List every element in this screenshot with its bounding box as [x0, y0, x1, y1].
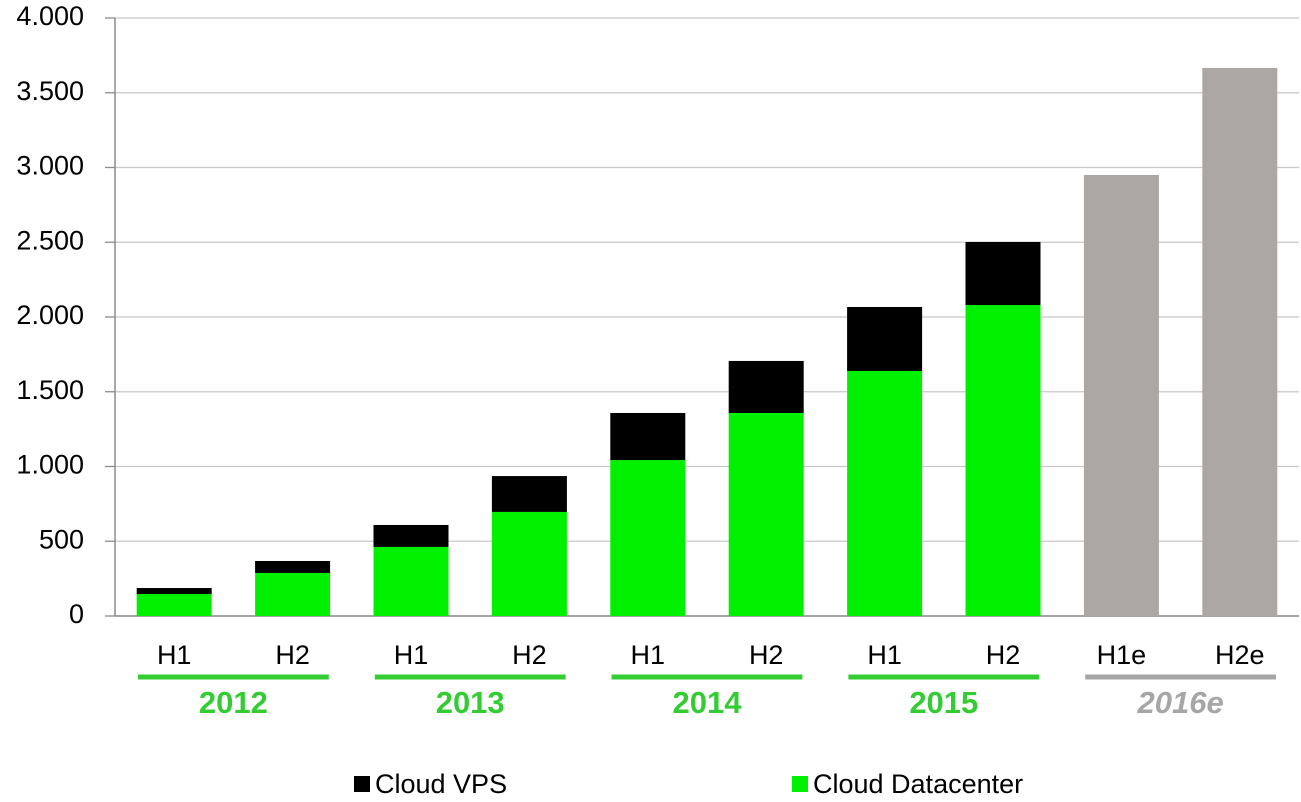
bar-segment: [491, 511, 567, 616]
y-tick-label: 2.500: [16, 225, 84, 255]
bar-segment: [728, 412, 804, 616]
y-tick-label: 1.500: [16, 375, 84, 405]
legend-label: Cloud Datacenter: [813, 769, 1023, 799]
x-tick-label: H2: [986, 640, 1021, 670]
bar-segment: [491, 476, 567, 512]
x-tick-label: H2: [275, 640, 310, 670]
bar-segment: [965, 241, 1041, 306]
bar-segment: [373, 524, 449, 547]
bar-segment: [136, 594, 212, 616]
y-tick-label: 3.500: [16, 76, 84, 106]
bar-segment: [610, 460, 686, 616]
x-tick-label: H2: [749, 640, 784, 670]
bar-segment: [965, 305, 1041, 616]
bar-segment: [610, 412, 686, 461]
legend-label: Cloud VPS: [375, 769, 507, 799]
group-label: 2012: [199, 685, 268, 720]
bar-segment: [255, 560, 331, 573]
y-tick-label: 0: [69, 599, 84, 629]
bar-segment: [373, 546, 449, 616]
y-tick-label: 4.000: [16, 1, 84, 31]
group-label: 2014: [673, 685, 743, 720]
x-tick-label: H1e: [1097, 640, 1147, 670]
legend-swatch: [792, 776, 808, 792]
legend-swatch: [354, 776, 370, 792]
bar-segment: [136, 588, 212, 595]
group-label: 2016e: [1136, 685, 1223, 720]
bar-segment: [728, 360, 804, 413]
estimate-bar: [1083, 174, 1159, 616]
x-tick-label: H1: [867, 640, 902, 670]
x-tick-label: H2: [512, 640, 547, 670]
x-tick-label: H1: [157, 640, 192, 670]
bar-segment: [255, 572, 331, 616]
x-tick-label: H1: [631, 640, 666, 670]
x-tick-label: H2e: [1215, 640, 1265, 670]
group-label: 2013: [436, 685, 505, 720]
bar-segment: [847, 370, 923, 616]
x-tick-label: H1: [394, 640, 429, 670]
y-tick-label: 3.000: [16, 151, 84, 181]
group-label: 2015: [909, 685, 978, 720]
estimate-bar: [1202, 67, 1278, 617]
y-tick-label: 1.000: [16, 450, 84, 480]
y-tick-label: 2.000: [16, 300, 84, 330]
bar-segment: [847, 306, 923, 371]
y-tick-label: 500: [39, 524, 84, 554]
